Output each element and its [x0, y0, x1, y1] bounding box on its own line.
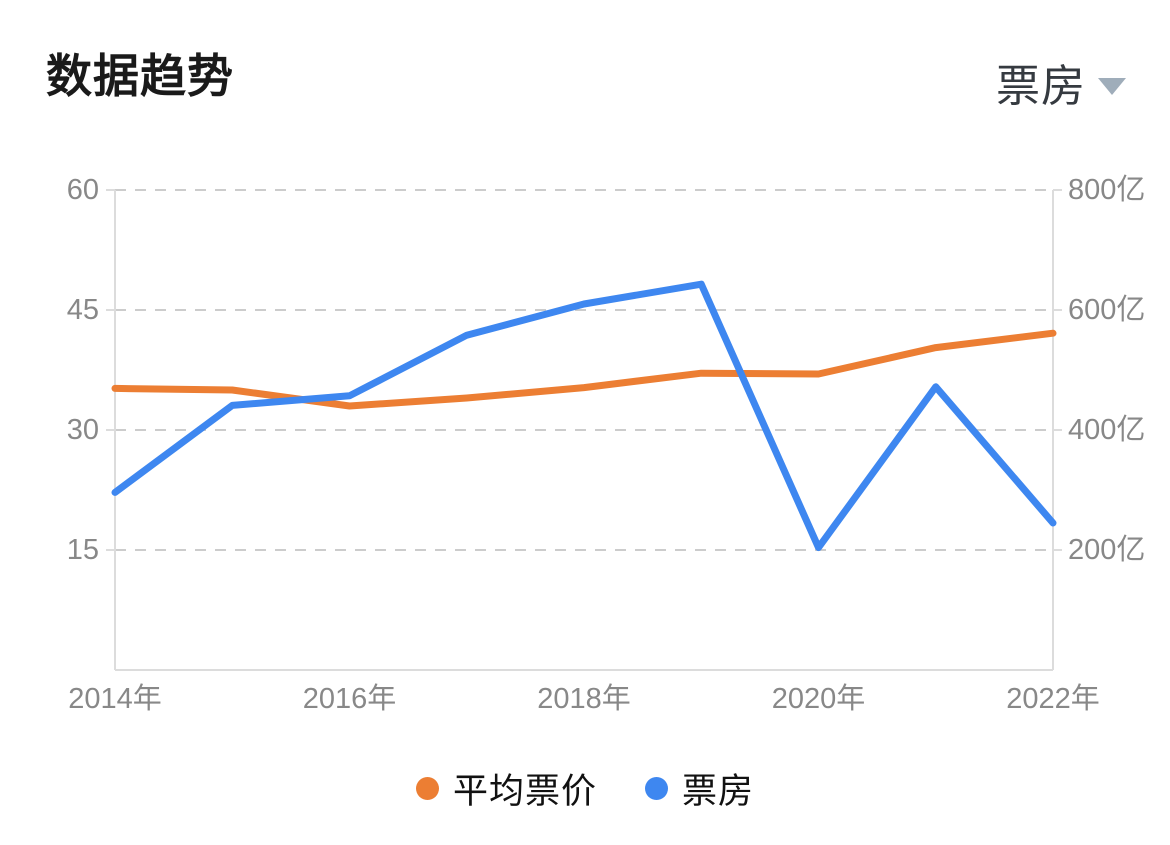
left-axis-label: 60	[67, 174, 99, 206]
right-axis-label: 800亿	[1068, 173, 1145, 206]
series-line-票房[interactable]	[111, 280, 1057, 552]
right-axis-label: 200亿	[1068, 533, 1145, 566]
legend-item-box-office[interactable]: 票房	[645, 763, 754, 814]
series-line-平均票价[interactable]	[111, 329, 1057, 410]
caret-down-icon	[1098, 77, 1126, 95]
right-axis-label: 600亿	[1068, 293, 1145, 326]
x-axis-label: 2018年	[537, 682, 631, 715]
metric-dropdown-value: 票房	[996, 62, 1086, 111]
legend-dot-box-office-icon	[645, 777, 668, 800]
x-axis-label: 2016年	[303, 682, 397, 715]
x-axis-label: 2014年	[68, 682, 162, 715]
page-title: 数据趋势	[46, 50, 234, 102]
left-axis-label: 15	[67, 534, 99, 566]
legend-item-avg-price[interactable]: 平均票价	[415, 763, 597, 814]
legend-label-box-office: 票房	[682, 772, 755, 811]
metric-dropdown[interactable]: 票房	[996, 50, 1126, 114]
legend-label-avg-price: 平均票价	[452, 772, 597, 811]
left-axis-label: 45	[67, 294, 99, 326]
legend-dot-avg-price-icon	[415, 777, 439, 800]
x-axis-label: 2022年	[1006, 682, 1100, 715]
x-axis-label: 2020年	[772, 682, 866, 715]
left-axis-label: 30	[67, 414, 99, 446]
chart-legend: 平均票价 票房	[0, 763, 1170, 814]
right-axis-label: 400亿	[1068, 413, 1145, 446]
